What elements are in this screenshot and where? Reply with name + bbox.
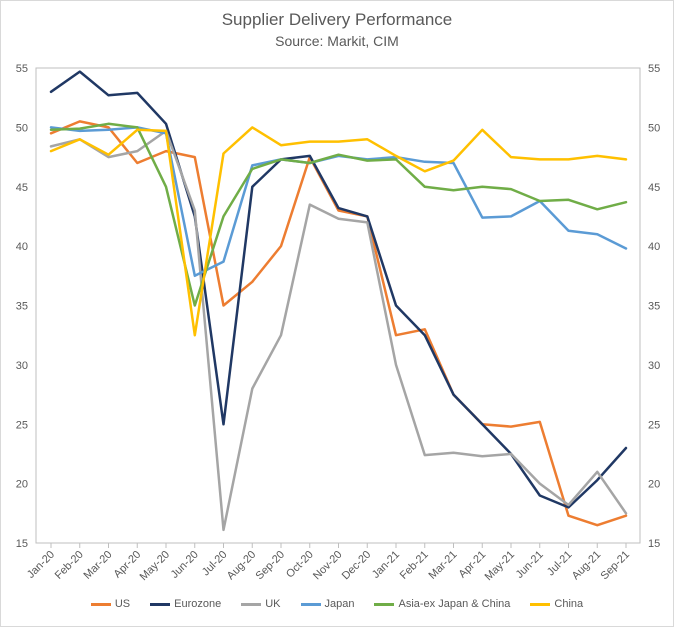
series-layer	[49, 70, 628, 532]
legend-label: Japan	[324, 598, 355, 610]
y-tick-label-right: 15	[648, 538, 660, 550]
y-tick-label-left: 15	[16, 538, 28, 550]
legend-label: Asia-ex Japan & China	[398, 598, 511, 610]
series-line-eurozone	[49, 70, 628, 509]
series-line-uk	[49, 129, 628, 532]
legend-label: US	[114, 598, 131, 610]
legend: US Eurozone UK Japan Asia-ex Japan & China Ch…	[0, 598, 674, 610]
x-tick-label: Jan-20	[25, 549, 57, 581]
chart-title: Supplier Delivery Performance	[221, 10, 453, 29]
y-tick-label-right: 30	[648, 360, 660, 372]
series-line-asia-ex-japan-china	[49, 122, 628, 307]
x-tick-label: Dec-20	[340, 549, 374, 583]
x-tick-label: May-20	[138, 549, 172, 583]
legend-swatch	[374, 602, 395, 606]
x-tick-label: May-21	[483, 549, 517, 583]
y-tick-label-right: 45	[648, 182, 660, 194]
x-tick-label: Mar-21	[426, 549, 459, 582]
y-tick-label-left: 45	[16, 182, 28, 194]
y-tick-label-left: 20	[16, 479, 28, 491]
legend-swatch	[530, 602, 551, 606]
y-tick-label-left: 35	[16, 301, 28, 313]
legend-swatch	[241, 602, 262, 606]
x-tick-label: Sep-21	[599, 549, 633, 583]
x-tick-label: Jan-21	[370, 549, 402, 581]
y-tick-label-left: 40	[16, 241, 28, 253]
legend-label: UK	[265, 598, 281, 610]
chart-subtitle: Source: Markit, CIM	[275, 33, 399, 49]
y-tick-label-right: 35	[648, 301, 660, 313]
x-tick-label: Oct-20	[284, 549, 316, 581]
y-tick-label-left: 25	[16, 419, 28, 431]
legend-swatch	[300, 602, 321, 606]
x-tick-label: Mar-20	[81, 549, 114, 582]
x-tick-label: Jun-20	[169, 549, 201, 581]
y-tick-label-right: 40	[648, 241, 660, 253]
legend-label: China	[554, 598, 584, 610]
legend-item-us: US	[90, 598, 131, 610]
x-tick-label: Feb-21	[398, 549, 431, 582]
x-tick-label: Aug-20	[225, 549, 259, 583]
legend-item-uk: UK	[241, 598, 281, 610]
y-tick-label-right: 55	[648, 63, 660, 75]
legend-swatch	[150, 602, 171, 606]
series-line-china	[49, 126, 628, 337]
x-tick-label: Sep-20	[254, 549, 288, 583]
y-tick-label-left: 55	[16, 63, 28, 75]
legend-item-asia-ex-japan-china: Asia-ex Japan & China	[374, 598, 510, 610]
y-tick-label-right: 20	[648, 479, 660, 491]
y-tick-label-left: 50	[16, 122, 28, 134]
x-tick-label: Feb-20	[53, 549, 86, 582]
legend-swatch	[90, 602, 111, 606]
legend-item-japan: Japan	[300, 598, 355, 610]
y-tick-label-left: 30	[16, 360, 28, 372]
y-tick-label-right: 50	[648, 122, 660, 134]
legend-item-china: China	[530, 598, 583, 610]
chart-axes	[35, 67, 641, 548]
series-line-us	[49, 120, 628, 527]
x-tick-label: Nov-20	[311, 549, 345, 583]
y-tick-label-right: 25	[648, 419, 660, 431]
legend-label: Eurozone	[174, 598, 222, 610]
legend-item-eurozone: Eurozone	[150, 598, 221, 610]
x-tick-label: Aug-21	[570, 549, 604, 583]
x-tick-label: Jun-21	[514, 549, 546, 581]
